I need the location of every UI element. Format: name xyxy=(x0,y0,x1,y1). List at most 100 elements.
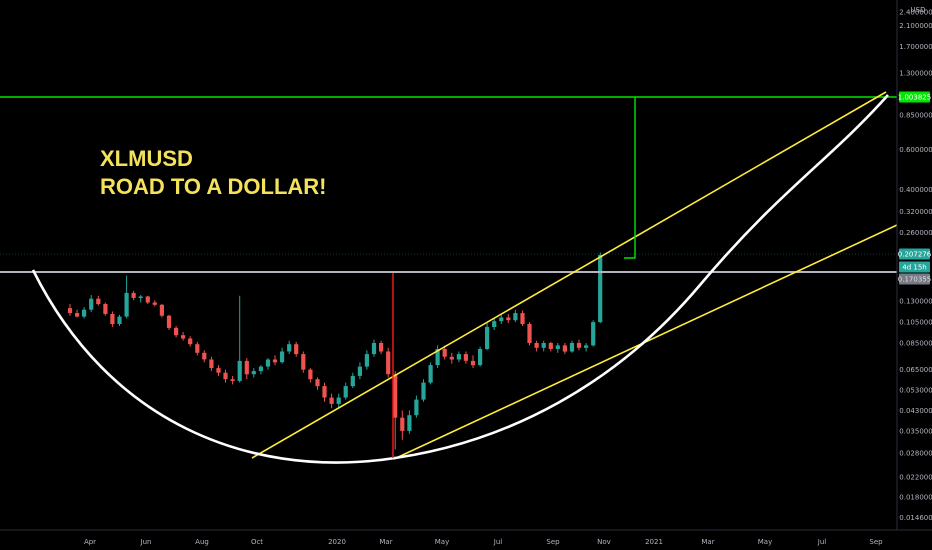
candle-body[interactable] xyxy=(67,308,73,314)
candle-body[interactable] xyxy=(555,345,560,349)
candle-body[interactable] xyxy=(350,375,355,387)
candle-body[interactable] xyxy=(181,335,186,339)
candle-body[interactable] xyxy=(287,344,292,352)
candle-body[interactable] xyxy=(75,313,80,317)
candle-body[interactable] xyxy=(520,313,525,324)
time-tick-label: Oct xyxy=(251,538,263,546)
candle-body[interactable] xyxy=(329,397,334,404)
candle-body[interactable] xyxy=(414,399,419,416)
annotation-line-2: ROAD TO A DOLLAR! xyxy=(100,174,327,199)
target-projection-line[interactable] xyxy=(624,97,636,259)
candle-body[interactable] xyxy=(152,302,157,305)
time-tick-label: Nov xyxy=(597,538,611,546)
price-tag-label: 0.207276 xyxy=(898,251,932,259)
candles[interactable] xyxy=(67,252,603,450)
candle-body[interactable] xyxy=(421,382,426,400)
candle-body[interactable] xyxy=(584,345,589,348)
candle-body[interactable] xyxy=(456,354,461,360)
candle-body[interactable] xyxy=(463,354,468,361)
candle-body[interactable] xyxy=(435,349,440,366)
price-axis[interactable]: USD 2.400000 2.100000 1.700000 1.300000 0.85… xyxy=(896,0,932,530)
candle-body[interactable] xyxy=(343,386,348,398)
candle-body[interactable] xyxy=(379,343,384,352)
candle-body[interactable] xyxy=(216,368,221,373)
candle-body[interactable] xyxy=(308,369,313,380)
candle-body[interactable] xyxy=(195,344,200,353)
candle-body[interactable] xyxy=(301,354,306,370)
time-tick-label: Mar xyxy=(379,538,392,546)
candle-body[interactable] xyxy=(322,386,327,398)
candle-body[interactable] xyxy=(562,345,567,352)
candle-body[interactable] xyxy=(569,343,575,352)
candle-body[interactable] xyxy=(166,315,172,328)
candle-body[interactable] xyxy=(449,356,454,360)
candle-body[interactable] xyxy=(598,254,603,323)
candle-body[interactable] xyxy=(364,354,369,367)
candle-body[interactable] xyxy=(428,365,433,383)
candle-body[interactable] xyxy=(258,366,263,372)
candle-body[interactable] xyxy=(499,317,504,322)
candle-body[interactable] xyxy=(591,322,596,346)
price-tags: 1.003825 0.207276 4d 15h 0.170355 xyxy=(898,91,932,285)
upper-channel-line[interactable] xyxy=(251,91,887,459)
candle-body[interactable] xyxy=(315,379,320,387)
candle-body[interactable] xyxy=(209,359,214,369)
candle-body[interactable] xyxy=(237,360,242,381)
price-tag-label: 0.170355 xyxy=(898,276,931,284)
candle-body[interactable] xyxy=(265,359,271,367)
candle-body[interactable] xyxy=(188,338,193,345)
candle-body[interactable] xyxy=(230,379,235,381)
time-tick-label: May xyxy=(758,538,772,546)
time-axis[interactable]: Apr Jun Aug Oct 2020 Mar May Jul Sep Nov 2021 Mar Ma… xyxy=(0,529,932,546)
candle-body[interactable] xyxy=(470,360,476,366)
price-tag-label: 4d 15h xyxy=(902,264,926,272)
candle-body[interactable] xyxy=(174,327,179,336)
time-tick-label: Jun xyxy=(140,538,152,546)
candle-body[interactable] xyxy=(386,351,391,375)
candle-body[interactable] xyxy=(138,296,143,299)
price-tick-label: 0.035000 xyxy=(899,427,932,435)
candle-body[interactable] xyxy=(294,344,299,355)
candle-body[interactable] xyxy=(513,313,518,321)
candle-body[interactable] xyxy=(442,349,447,357)
candle-body[interactable] xyxy=(244,360,249,375)
price-tick-label: 1.300000 xyxy=(899,69,932,77)
candle-body[interactable] xyxy=(485,326,490,349)
candle-body[interactable] xyxy=(492,321,497,327)
candle-body[interactable] xyxy=(357,366,362,376)
candle-body[interactable] xyxy=(110,314,115,324)
candle-body[interactable] xyxy=(400,417,405,431)
drawings[interactable] xyxy=(0,91,898,464)
cup-curve[interactable] xyxy=(31,94,889,464)
candle-body[interactable] xyxy=(103,304,108,314)
candle-body[interactable] xyxy=(478,349,483,366)
candle-body[interactable] xyxy=(371,343,377,355)
candle-body[interactable] xyxy=(506,317,511,321)
candle-body[interactable] xyxy=(159,304,164,316)
candle-body[interactable] xyxy=(336,397,341,404)
price-tick-label: 0.600000 xyxy=(899,146,932,154)
candle-body[interactable] xyxy=(124,292,129,317)
candle-body[interactable] xyxy=(548,343,553,349)
candle-body[interactable] xyxy=(96,298,101,305)
candle-body[interactable] xyxy=(576,343,582,348)
candle-body[interactable] xyxy=(407,415,412,431)
price-tick-label: 2.100000 xyxy=(899,22,932,30)
candle-body[interactable] xyxy=(89,298,94,310)
candle-body[interactable] xyxy=(117,316,122,324)
candle-body[interactable] xyxy=(527,324,532,343)
candle-body[interactable] xyxy=(541,343,546,348)
candle-body[interactable] xyxy=(251,371,256,375)
candle-body[interactable] xyxy=(280,351,285,363)
time-tick-label: Sep xyxy=(546,538,560,546)
candle-body[interactable] xyxy=(223,372,228,380)
candle-body[interactable] xyxy=(82,309,87,317)
time-tick-label: Apr xyxy=(84,538,96,546)
candle-body[interactable] xyxy=(202,352,207,360)
candle-body[interactable] xyxy=(131,292,136,298)
candle-body[interactable] xyxy=(145,296,150,303)
candle-body[interactable] xyxy=(272,359,278,363)
candle-body[interactable] xyxy=(393,374,398,418)
candle-body[interactable] xyxy=(534,343,539,348)
